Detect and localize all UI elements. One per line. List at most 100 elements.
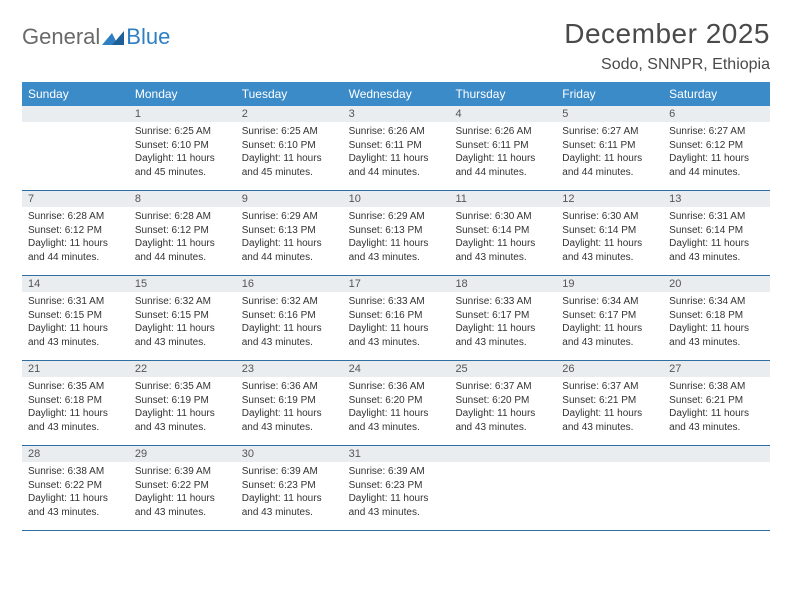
day-number: 26 [556, 361, 663, 377]
sunset-text: Sunset: 6:20 PM [455, 394, 550, 408]
day-cell: 16Sunrise: 6:32 AMSunset: 6:16 PMDayligh… [236, 276, 343, 360]
daylight-text: Daylight: 11 hours and 43 minutes. [669, 322, 764, 349]
day-cell: 7Sunrise: 6:28 AMSunset: 6:12 PMDaylight… [22, 191, 129, 275]
day-body: Sunrise: 6:31 AMSunset: 6:14 PMDaylight:… [663, 207, 770, 270]
day-body: Sunrise: 6:27 AMSunset: 6:11 PMDaylight:… [556, 122, 663, 185]
logo-word2: Blue [126, 24, 170, 50]
day-cell: 19Sunrise: 6:34 AMSunset: 6:17 PMDayligh… [556, 276, 663, 360]
dow-friday: Friday [556, 82, 663, 106]
day-cell: 26Sunrise: 6:37 AMSunset: 6:21 PMDayligh… [556, 361, 663, 445]
daylight-text: Daylight: 11 hours and 44 minutes. [135, 237, 230, 264]
week-row: 7Sunrise: 6:28 AMSunset: 6:12 PMDaylight… [22, 191, 770, 276]
sunset-text: Sunset: 6:18 PM [669, 309, 764, 323]
sunrise-text: Sunrise: 6:33 AM [349, 295, 444, 309]
day-body: Sunrise: 6:28 AMSunset: 6:12 PMDaylight:… [129, 207, 236, 270]
sunrise-text: Sunrise: 6:27 AM [669, 125, 764, 139]
day-cell: 8Sunrise: 6:28 AMSunset: 6:12 PMDaylight… [129, 191, 236, 275]
day-number: 18 [449, 276, 556, 292]
day-number: 13 [663, 191, 770, 207]
sunset-text: Sunset: 6:17 PM [455, 309, 550, 323]
sunrise-text: Sunrise: 6:33 AM [455, 295, 550, 309]
day-body: Sunrise: 6:32 AMSunset: 6:16 PMDaylight:… [236, 292, 343, 355]
daylight-text: Daylight: 11 hours and 44 minutes. [455, 152, 550, 179]
sunset-text: Sunset: 6:14 PM [455, 224, 550, 238]
day-number: 17 [343, 276, 450, 292]
day-body: Sunrise: 6:36 AMSunset: 6:19 PMDaylight:… [236, 377, 343, 440]
weeks-container: 1Sunrise: 6:25 AMSunset: 6:10 PMDaylight… [22, 106, 770, 531]
day-number: 28 [22, 446, 129, 462]
day-cell: 23Sunrise: 6:36 AMSunset: 6:19 PMDayligh… [236, 361, 343, 445]
day-cell: 12Sunrise: 6:30 AMSunset: 6:14 PMDayligh… [556, 191, 663, 275]
logo: General Blue [22, 18, 170, 50]
daylight-text: Daylight: 11 hours and 43 minutes. [562, 322, 657, 349]
daylight-text: Daylight: 11 hours and 43 minutes. [455, 322, 550, 349]
daylight-text: Daylight: 11 hours and 45 minutes. [242, 152, 337, 179]
sunrise-text: Sunrise: 6:32 AM [242, 295, 337, 309]
daylight-text: Daylight: 11 hours and 43 minutes. [669, 237, 764, 264]
title-block: December 2025 Sodo, SNNPR, Ethiopia [564, 18, 770, 74]
day-body: Sunrise: 6:34 AMSunset: 6:17 PMDaylight:… [556, 292, 663, 355]
day-cell [22, 106, 129, 190]
sunrise-text: Sunrise: 6:37 AM [562, 380, 657, 394]
sunrise-text: Sunrise: 6:36 AM [242, 380, 337, 394]
sunset-text: Sunset: 6:16 PM [242, 309, 337, 323]
sunset-text: Sunset: 6:15 PM [135, 309, 230, 323]
sunset-text: Sunset: 6:20 PM [349, 394, 444, 408]
day-number: 20 [663, 276, 770, 292]
week-row: 28Sunrise: 6:38 AMSunset: 6:22 PMDayligh… [22, 446, 770, 531]
day-number: 1 [129, 106, 236, 122]
sunset-text: Sunset: 6:11 PM [562, 139, 657, 153]
dow-wednesday: Wednesday [343, 82, 450, 106]
sunset-text: Sunset: 6:10 PM [135, 139, 230, 153]
sunset-text: Sunset: 6:11 PM [349, 139, 444, 153]
daylight-text: Daylight: 11 hours and 43 minutes. [669, 407, 764, 434]
day-body: Sunrise: 6:34 AMSunset: 6:18 PMDaylight:… [663, 292, 770, 355]
day-number: 11 [449, 191, 556, 207]
week-row: 14Sunrise: 6:31 AMSunset: 6:15 PMDayligh… [22, 276, 770, 361]
location-text: Sodo, SNNPR, Ethiopia [564, 56, 770, 74]
day-number: 27 [663, 361, 770, 377]
sunset-text: Sunset: 6:12 PM [669, 139, 764, 153]
sunrise-text: Sunrise: 6:28 AM [28, 210, 123, 224]
daylight-text: Daylight: 11 hours and 43 minutes. [28, 322, 123, 349]
day-cell: 6Sunrise: 6:27 AMSunset: 6:12 PMDaylight… [663, 106, 770, 190]
daylight-text: Daylight: 11 hours and 43 minutes. [349, 492, 444, 519]
day-cell: 22Sunrise: 6:35 AMSunset: 6:19 PMDayligh… [129, 361, 236, 445]
sunrise-text: Sunrise: 6:31 AM [28, 295, 123, 309]
day-cell: 18Sunrise: 6:33 AMSunset: 6:17 PMDayligh… [449, 276, 556, 360]
day-body: Sunrise: 6:33 AMSunset: 6:17 PMDaylight:… [449, 292, 556, 355]
day-number: 30 [236, 446, 343, 462]
day-body: Sunrise: 6:25 AMSunset: 6:10 PMDaylight:… [129, 122, 236, 185]
daylight-text: Daylight: 11 hours and 44 minutes. [349, 152, 444, 179]
week-row: 21Sunrise: 6:35 AMSunset: 6:18 PMDayligh… [22, 361, 770, 446]
day-number: 5 [556, 106, 663, 122]
day-cell: 15Sunrise: 6:32 AMSunset: 6:15 PMDayligh… [129, 276, 236, 360]
sunset-text: Sunset: 6:17 PM [562, 309, 657, 323]
day-body: Sunrise: 6:27 AMSunset: 6:12 PMDaylight:… [663, 122, 770, 185]
day-body: Sunrise: 6:37 AMSunset: 6:21 PMDaylight:… [556, 377, 663, 440]
day-body: Sunrise: 6:35 AMSunset: 6:19 PMDaylight:… [129, 377, 236, 440]
sunrise-text: Sunrise: 6:28 AM [135, 210, 230, 224]
sunrise-text: Sunrise: 6:29 AM [349, 210, 444, 224]
day-body: Sunrise: 6:25 AMSunset: 6:10 PMDaylight:… [236, 122, 343, 185]
daylight-text: Daylight: 11 hours and 44 minutes. [562, 152, 657, 179]
sunset-text: Sunset: 6:22 PM [28, 479, 123, 493]
sunset-text: Sunset: 6:21 PM [562, 394, 657, 408]
day-body: Sunrise: 6:30 AMSunset: 6:14 PMDaylight:… [556, 207, 663, 270]
day-number: 12 [556, 191, 663, 207]
daylight-text: Daylight: 11 hours and 43 minutes. [28, 407, 123, 434]
day-number: 21 [22, 361, 129, 377]
sunset-text: Sunset: 6:11 PM [455, 139, 550, 153]
day-cell: 20Sunrise: 6:34 AMSunset: 6:18 PMDayligh… [663, 276, 770, 360]
daylight-text: Daylight: 11 hours and 43 minutes. [349, 322, 444, 349]
dow-tuesday: Tuesday [236, 82, 343, 106]
day-body: Sunrise: 6:29 AMSunset: 6:13 PMDaylight:… [236, 207, 343, 270]
sunrise-text: Sunrise: 6:29 AM [242, 210, 337, 224]
day-cell: 25Sunrise: 6:37 AMSunset: 6:20 PMDayligh… [449, 361, 556, 445]
dow-thursday: Thursday [449, 82, 556, 106]
day-number [556, 446, 663, 462]
day-body [449, 462, 556, 471]
day-cell [663, 446, 770, 530]
day-number [22, 106, 129, 122]
sunset-text: Sunset: 6:14 PM [562, 224, 657, 238]
